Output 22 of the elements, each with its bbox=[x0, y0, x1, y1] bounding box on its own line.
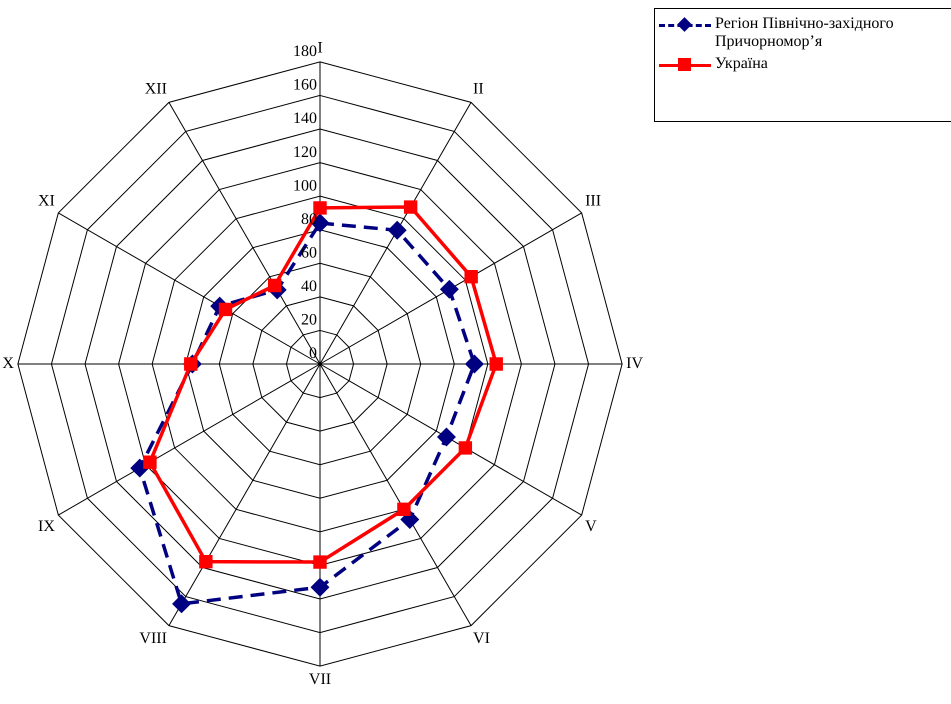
spoke-label: I bbox=[317, 39, 323, 56]
y-tick-label: 20 bbox=[301, 312, 317, 329]
spoke-label: II bbox=[473, 80, 484, 98]
y-tick-label: 160 bbox=[293, 76, 317, 94]
spoke-label: III bbox=[585, 192, 602, 210]
y-tick-label: 60 bbox=[301, 244, 317, 262]
legend-label: Україна bbox=[715, 55, 768, 73]
y-tick-label: 140 bbox=[293, 110, 317, 128]
spoke-label: V bbox=[585, 518, 598, 535]
legend-label: Регіон Північно-західного Причорномор’я bbox=[715, 15, 895, 51]
spoke-label: XI bbox=[38, 192, 55, 210]
spoke-label: IX bbox=[38, 518, 56, 535]
spoke-label: IV bbox=[626, 355, 644, 372]
y-tick-label: 180 bbox=[293, 43, 317, 60]
spoke-label: VIII bbox=[139, 630, 167, 647]
y-tick-label: 100 bbox=[293, 177, 317, 194]
spoke-label: XII bbox=[144, 80, 167, 98]
spoke-label: X bbox=[2, 355, 14, 372]
y-tick-label: 40 bbox=[301, 278, 317, 296]
y-tick-label: 120 bbox=[293, 144, 317, 161]
spoke-label: VII bbox=[308, 670, 332, 688]
spoke-label: VI bbox=[473, 630, 490, 647]
